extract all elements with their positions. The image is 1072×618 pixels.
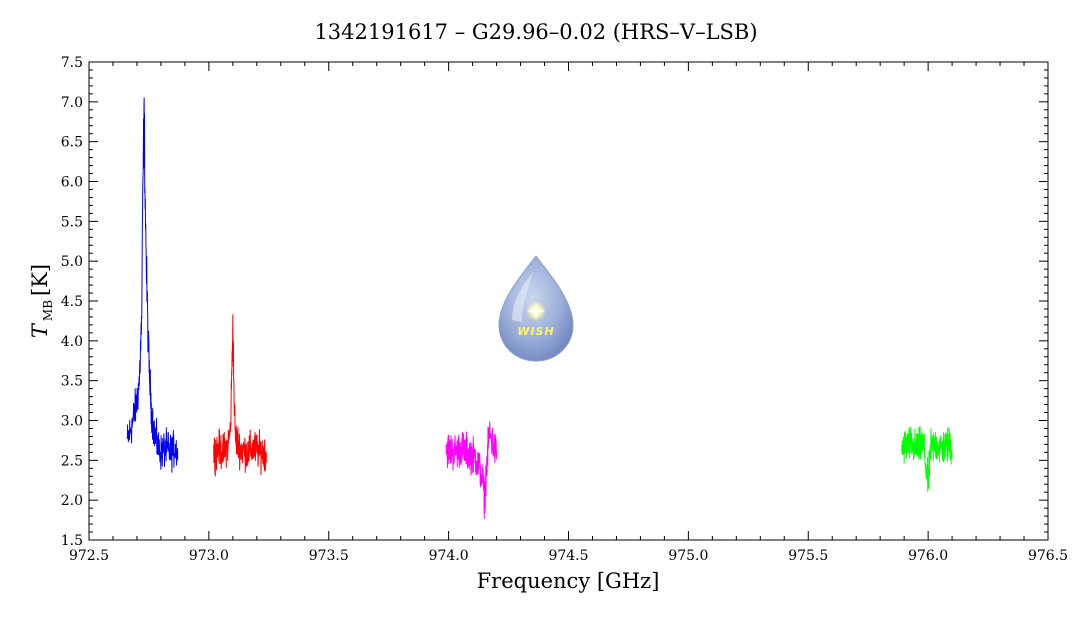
x-tick-label: 972.5 [69,548,109,564]
y-tick-label: 5.5 [61,214,83,230]
x-axis-ticks: 972.5 973.0 973.5 974.0 974.5 975.0 975.5 976.0… [69,62,1068,564]
y-tick-label: 7.0 [61,95,83,111]
x-tick-label: 975.5 [788,548,828,564]
x-tick-label: 973.5 [309,548,349,564]
spectrum-series [126,97,953,520]
x-tick-label: 973.0 [189,548,229,564]
y-tick-label: 7.5 [61,55,83,71]
x-tick-label: 974.5 [548,548,588,564]
y-tick-label: 3.0 [61,414,83,430]
y-axis-label-unit: [K] [28,264,52,296]
y-axis-label: TMB [K] [28,264,55,338]
y-tick-label: 5.0 [61,254,83,270]
y-tick-label: 4.0 [61,334,83,350]
x-tick-label: 975.0 [668,548,708,564]
y-axis-label-subscript: MB [41,300,55,321]
spectrum-series-4 [901,426,953,493]
y-tick-label: 3.5 [61,374,83,390]
y-tick-label: 1.5 [61,533,83,549]
y-tick-label: 6.5 [61,135,83,151]
y-tick-label: 2.0 [61,493,83,509]
spectrum-series-3 [445,421,498,520]
wish-logo: WISH [498,255,574,362]
plot-frame [88,61,1049,541]
logo-text: WISH [517,325,554,338]
x-tick-label: 974.0 [429,548,469,564]
y-axis-label-symbol: T [28,322,52,338]
y-axis-ticks: 1.5 2.0 2.5 3.0 3.5 4.0 4.5 5.0 5.5 6.0 6.5 7.0 7.5 [61,55,1048,549]
x-tick-label: 976.0 [908,548,948,564]
y-tick-label: 2.5 [61,453,83,469]
y-tick-label: 4.5 [61,294,83,310]
chart-title: 1342191617 – G29.96–0.02 (HRS–V–LSB) [314,20,757,44]
spectrum-series-2 [213,314,267,477]
x-axis-label: Frequency [GHz] [477,569,660,593]
y-tick-label: 6.0 [61,175,83,191]
x-tick-label: 976.5 [1028,548,1068,564]
spectrum-series-1 [126,97,179,473]
